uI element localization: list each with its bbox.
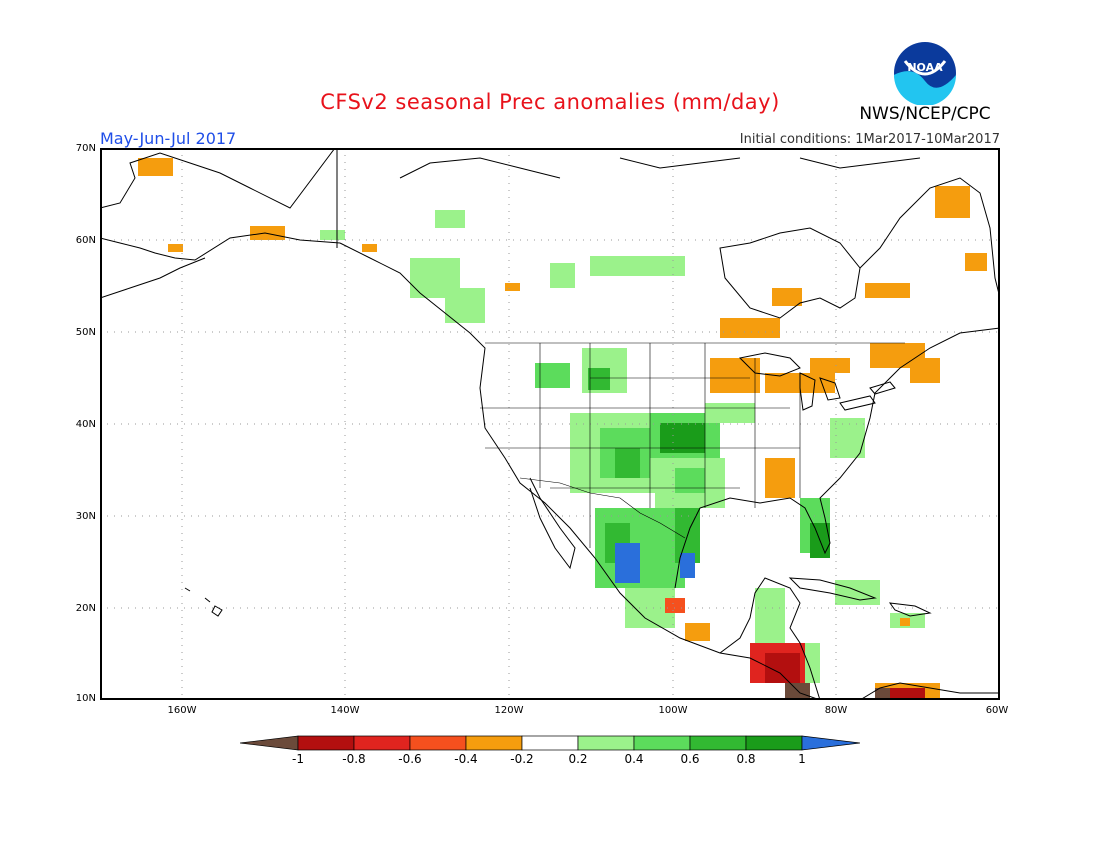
- colorbar-tick-label: 0.4: [624, 752, 644, 766]
- anomaly-shading: [138, 158, 987, 700]
- colorbar-cell: [521, 735, 579, 751]
- colorbar-tick-label: -1: [292, 752, 304, 766]
- lon-label-100w: 100W: [658, 705, 688, 716]
- logo-text: NOAA: [907, 61, 943, 74]
- colorbar-cell: [297, 735, 355, 751]
- colorbar-cell: [633, 735, 691, 751]
- lon-label-160w: 160W: [167, 705, 197, 716]
- coastlines: [100, 148, 1000, 700]
- graticule: [100, 148, 1000, 700]
- colorbar-tick-label: 0.6: [680, 752, 700, 766]
- agency-label: NWS/NCEP/CPC: [859, 104, 991, 124]
- lat-label-70n: 70N: [75, 143, 96, 154]
- chart-title: CFSv2 seasonal Prec anomalies (mm/day): [320, 90, 780, 114]
- colorbar-cell: [689, 735, 747, 751]
- colorbar-tick-label: -0.8: [342, 752, 366, 766]
- lon-label-120w: 120W: [494, 705, 524, 716]
- colorbar-cell: [745, 735, 803, 751]
- colorbar-cell: [465, 735, 523, 751]
- lat-label-30n: 30N: [75, 511, 96, 522]
- noaa-logo: NOAA: [894, 42, 956, 105]
- colorbar: [240, 735, 860, 751]
- colorbar-cell: [353, 735, 411, 751]
- lat-label-50n: 50N: [75, 327, 96, 338]
- lon-label-60w: 60W: [985, 705, 1009, 716]
- lat-label-40n: 40N: [75, 419, 96, 430]
- lat-label-10n: 10N: [75, 693, 96, 704]
- lat-label-60n: 60N: [75, 235, 96, 246]
- colorbar-tick-label: -0.2: [510, 752, 534, 766]
- colorbar-cell-below-min: [240, 735, 299, 751]
- colorbar-tick-label: -0.4: [454, 752, 478, 766]
- colorbar-tick-label: 1: [798, 752, 806, 766]
- political-borders: [480, 342, 905, 548]
- lat-label-20n: 20N: [75, 603, 96, 614]
- precip-anomaly-map: [100, 148, 1000, 700]
- colorbar-tick-label: 0.2: [568, 752, 588, 766]
- lon-label-80w: 80W: [824, 705, 848, 716]
- colorbar-cell: [577, 735, 635, 751]
- initial-conditions: Initial conditions: 1Mar2017-10Mar2017: [739, 132, 1000, 147]
- lon-label-140w: 140W: [330, 705, 360, 716]
- colorbar-cell-above-max: [801, 735, 860, 751]
- colorbar-tick-label: -0.6: [398, 752, 422, 766]
- colorbar-tick-label: 0.8: [736, 752, 756, 766]
- colorbar-cell: [409, 735, 467, 751]
- forecast-period: May-Jun-Jul 2017: [100, 129, 237, 148]
